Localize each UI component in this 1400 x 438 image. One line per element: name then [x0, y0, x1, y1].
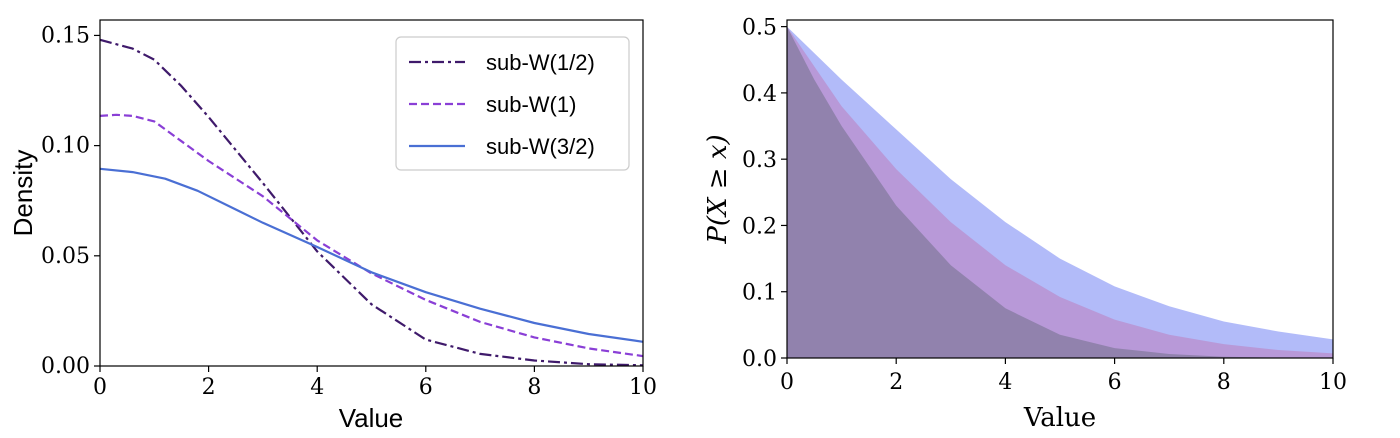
density-x-tick-label: 8 [527, 375, 541, 400]
tail-x-ticks: 0 2 4 6 8 10 [780, 358, 1347, 395]
density-legend: sub-W(1/2) sub-W(1) sub-W(3/2) [395, 36, 630, 171]
tail-y-ticks: 0.0 0.1 0.2 0.3 0.4 0.5 [742, 16, 787, 372]
density-y-tick-label: 0.10 [41, 134, 90, 159]
density-plot-frame [99, 19, 644, 367]
tail-y-tick-label: 0.1 [742, 281, 777, 306]
density-x-tick-label: 6 [419, 375, 433, 400]
tail-x-axis-label: Value [1023, 403, 1096, 433]
tail-area-series-2 [787, 26, 1333, 358]
tail-x-tick-label: 6 [1108, 370, 1122, 395]
density-line-series-2 [99, 167, 644, 343]
tail-series-group [787, 26, 1333, 358]
tail-y-tick-label: 0.4 [742, 82, 777, 107]
density-y-tick-label: 0.00 [41, 354, 90, 379]
tail-x-tick-label: 10 [1319, 370, 1347, 395]
density-y-tick-label: 0.15 [41, 23, 90, 48]
tail-y-tick-label: 0.2 [742, 214, 777, 239]
tail-y-axis-label: P(X ≥ x) [703, 134, 733, 244]
density-x-tick-label: 2 [202, 375, 216, 400]
density-y-ticks: 0.00 0.05 0.10 0.15 [41, 23, 100, 379]
tail-x-tick-label: 4 [998, 370, 1012, 395]
tail-probability-chart: 0 2 4 6 8 10 0.0 0.1 0.2 0.3 0.4 0.5 Value P(X ≥ x… [703, 16, 1347, 433]
tail-y-tick-label: 0.5 [742, 16, 777, 41]
density-x-ticks: 0 2 4 6 8 10 [93, 366, 657, 400]
density-line-series-1 [99, 113, 644, 358]
density-x-tick-label: 10 [629, 375, 657, 400]
density-y-axis-label: Density [8, 150, 38, 237]
tail-y-tick-label: 0.0 [742, 347, 777, 372]
legend-box [395, 36, 630, 171]
density-x-axis-label: Value [339, 403, 404, 433]
tail-plot-frame [786, 19, 1334, 359]
tail-y-tick-label: 0.3 [742, 148, 777, 173]
tail-x-tick-label: 2 [889, 370, 903, 395]
legend-label-0: sub-W(1/2) [486, 50, 595, 75]
density-line-series-0 [99, 38, 644, 367]
density-y-tick-label: 0.05 [41, 244, 90, 269]
legend-label-1: sub-W(1) [486, 92, 576, 117]
tail-x-tick-label: 0 [780, 370, 794, 395]
density-series-group [99, 38, 644, 367]
legend-label-2: sub-W(3/2) [486, 134, 595, 159]
density-x-tick-label: 0 [93, 375, 107, 400]
density-x-tick-label: 4 [310, 375, 324, 400]
density-chart: 0 2 4 6 8 10 0.00 0.05 0.10 0.15 Value Density s… [8, 19, 657, 433]
tail-x-tick-label: 8 [1217, 370, 1231, 395]
